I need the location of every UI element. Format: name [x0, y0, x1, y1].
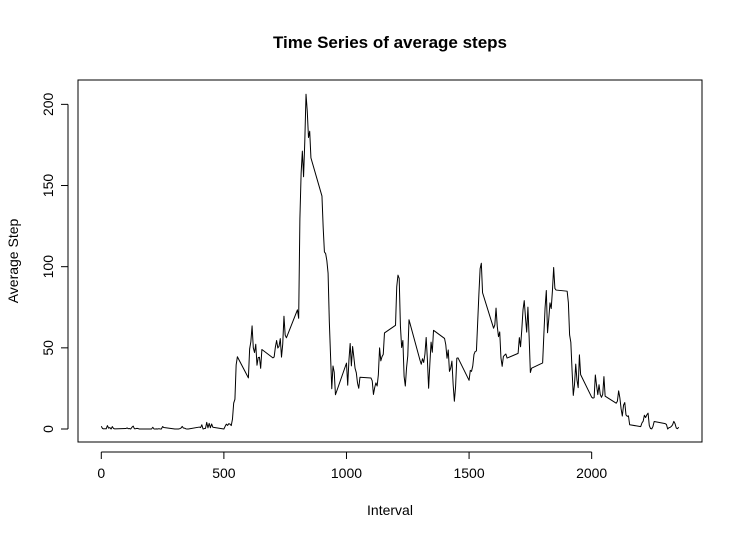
y-tick-label: 0 [40, 425, 56, 433]
chart-title: Time Series of average steps [273, 33, 507, 52]
average-steps-line [100, 93, 680, 430]
x-axis: 0 500 1000 1500 2000 [97, 451, 607, 481]
x-tick-label: 2000 [576, 465, 607, 481]
x-tick-label: 1000 [331, 465, 362, 481]
y-tick-label: 100 [40, 255, 56, 279]
y-axis-label: Average Step [5, 219, 21, 304]
x-tick-label: 500 [212, 465, 236, 481]
x-axis-label: Interval [367, 502, 413, 518]
x-tick-label: 0 [97, 465, 105, 481]
plot-frame [77, 79, 703, 443]
x-tick-label: 1500 [453, 465, 484, 481]
y-axis: 0 50 100 150 200 [40, 92, 69, 433]
y-tick-label: 150 [40, 174, 56, 198]
y-tick-label: 50 [40, 340, 56, 356]
y-tick-label: 200 [40, 92, 56, 116]
